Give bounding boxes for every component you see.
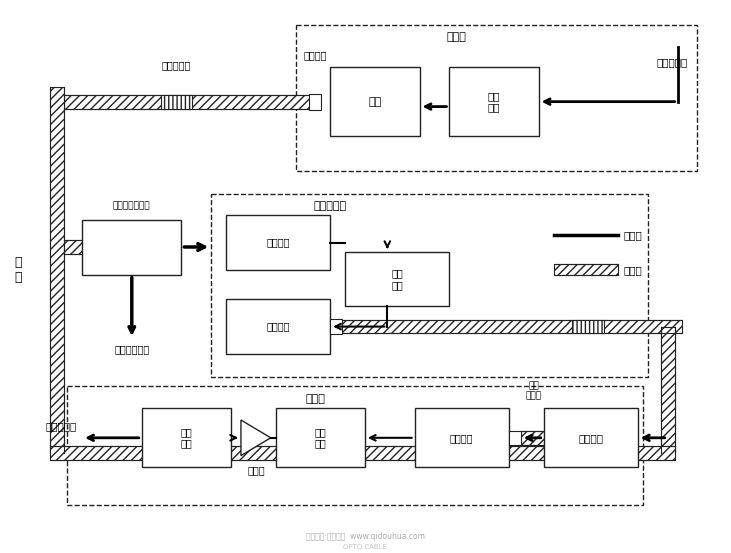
Bar (211, 194, 648, 377)
Text: OPTO CABLE: OPTO CABLE (343, 544, 387, 550)
Bar (572, 320, 605, 333)
Polygon shape (241, 420, 270, 456)
Bar (276, 408, 365, 467)
Bar (50, 446, 675, 460)
Bar (64, 95, 315, 108)
Bar (82, 220, 181, 275)
Bar (553, 264, 618, 275)
Text: 电信号输入: 电信号输入 (656, 57, 688, 67)
Text: 电信号: 电信号 (623, 230, 642, 240)
Bar (50, 87, 64, 453)
Text: 光
线: 光 线 (14, 255, 21, 284)
Bar (226, 299, 330, 354)
Bar (142, 408, 231, 467)
Bar (661, 327, 675, 453)
Bar (226, 215, 330, 270)
Bar (544, 408, 638, 467)
Bar (330, 320, 681, 333)
Bar (161, 95, 192, 108)
Bar (309, 94, 322, 109)
Bar (520, 431, 544, 445)
Text: 光线接口: 光线接口 (303, 50, 327, 60)
Bar (345, 252, 450, 306)
Bar (295, 24, 697, 171)
Text: 导频
检测: 导频 检测 (181, 427, 192, 448)
Bar (450, 67, 539, 136)
Bar (330, 67, 420, 136)
Text: 铜川通讯·数码专业  www.qidouhua.com: 铜川通讯·数码专业 www.qidouhua.com (306, 532, 425, 541)
Text: 信号
鉴别: 信号 鉴别 (314, 427, 326, 448)
Bar (330, 319, 342, 335)
Bar (509, 431, 520, 445)
Text: 光源: 光源 (368, 97, 382, 107)
Bar (67, 387, 643, 505)
Text: 再生中继器: 再生中继器 (314, 201, 346, 211)
Text: 电信号输出: 电信号输出 (46, 421, 77, 431)
Text: 光检测器: 光检测器 (266, 238, 290, 248)
Text: 光放大器: 光放大器 (578, 433, 603, 443)
Text: 程控交换备份: 程控交换备份 (114, 344, 149, 354)
Text: 光线合并分束器: 光线合并分束器 (113, 201, 151, 210)
Bar (64, 240, 82, 254)
Text: 光发送器: 光发送器 (266, 322, 290, 332)
Text: 光线
光放大: 光线 光放大 (526, 381, 542, 400)
Bar (414, 408, 509, 467)
Text: 电路
处理: 电路 处理 (391, 268, 403, 290)
Text: 电路
驱动: 电路 驱动 (488, 91, 500, 112)
Text: 光线发送盒: 光线发送盒 (162, 60, 191, 70)
Text: 发送端: 发送端 (447, 33, 466, 43)
Text: 光信号: 光信号 (623, 265, 642, 275)
Text: 光接收器: 光接收器 (450, 433, 474, 443)
Text: 接收端: 接收端 (306, 394, 325, 404)
Text: 放大器: 放大器 (247, 466, 265, 476)
